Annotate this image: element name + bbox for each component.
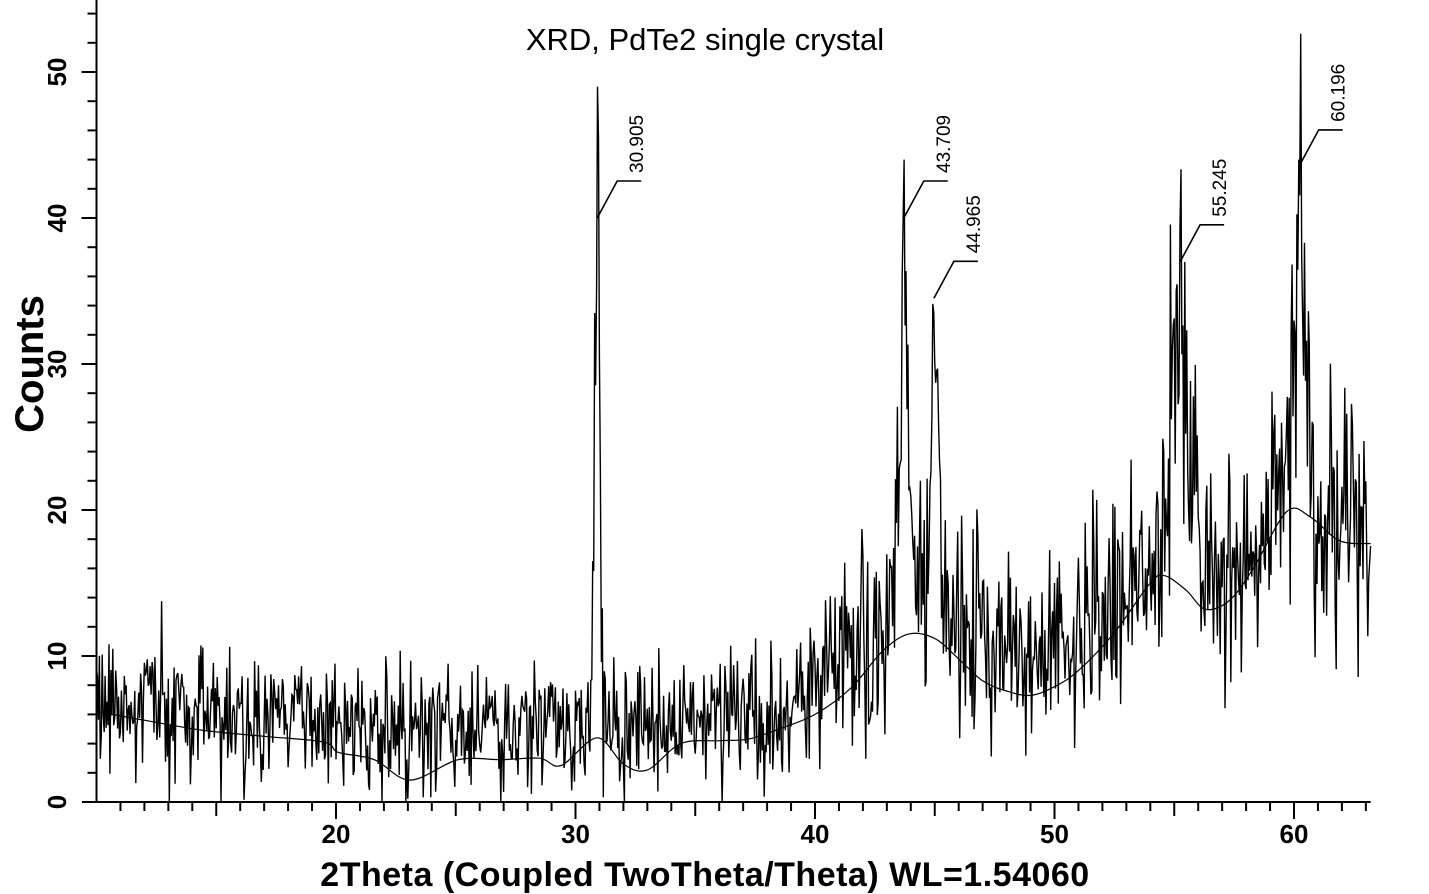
- peak-callout-line: [1297, 129, 1343, 168]
- peak-value-label: 60.196: [1329, 64, 1350, 122]
- x-tick-label: 50: [1040, 819, 1069, 849]
- background-fit-curve: [96, 507, 1371, 781]
- x-tick-label: 30: [561, 819, 590, 849]
- xrd-intensity-trace: [95, 33, 1372, 803]
- y-tick-label: 0: [42, 795, 72, 809]
- peak-callout-line: [933, 260, 978, 299]
- y-tick-label: 10: [42, 642, 72, 671]
- x-tick-label: 60: [1280, 819, 1309, 849]
- y-tick-label: 30: [42, 350, 72, 379]
- peak-value-label: 30.905: [627, 115, 648, 173]
- peak-callout-line: [596, 180, 642, 219]
- y-tick-label: 50: [42, 58, 72, 87]
- peak-value-label: 43.709: [934, 115, 955, 173]
- chart-title: XRD, PdTe2 single crystal: [526, 22, 884, 57]
- x-tick-label: 40: [801, 819, 830, 849]
- x-axis-title: 2Theta (Coupled TwoTheta/Theta) WL=1.540…: [320, 856, 1089, 894]
- peak-value-label: 55.245: [1210, 159, 1231, 217]
- y-tick-label: 40: [42, 204, 72, 233]
- x-tick-label: 20: [322, 819, 351, 849]
- y-tick-label: 20: [42, 496, 72, 525]
- peak-callout-line: [1179, 224, 1225, 263]
- y-axis-title: Counts: [8, 295, 52, 433]
- peak-value-label: 44.965: [964, 195, 985, 253]
- peak-callout-line: [903, 180, 948, 219]
